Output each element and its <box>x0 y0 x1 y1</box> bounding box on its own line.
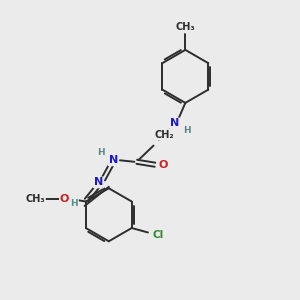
Text: CH₃: CH₃ <box>176 22 195 32</box>
Text: O: O <box>159 160 168 170</box>
Text: O: O <box>60 194 69 204</box>
Text: CH₂: CH₂ <box>154 130 174 140</box>
Text: H: H <box>97 148 105 158</box>
Text: H: H <box>184 126 191 135</box>
Text: H: H <box>70 199 78 208</box>
Text: N: N <box>109 155 118 165</box>
Text: N: N <box>94 177 103 188</box>
Text: N: N <box>170 118 180 128</box>
Text: CH₃: CH₃ <box>26 194 45 204</box>
Text: Cl: Cl <box>153 230 164 239</box>
